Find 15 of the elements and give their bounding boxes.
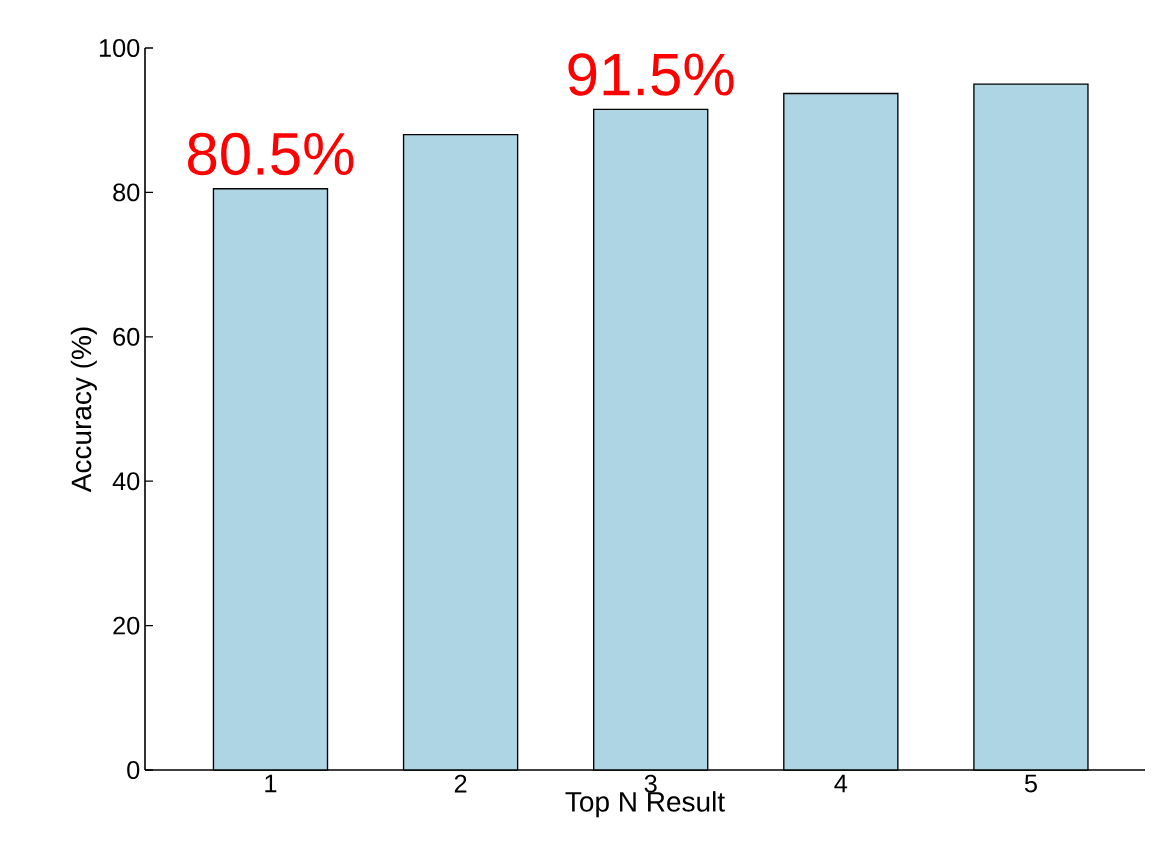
y-axis-title: Accuracy (%) — [70, 327, 97, 493]
x-tick-label: 4 — [834, 774, 848, 793]
x-tick-label: 5 — [1024, 774, 1037, 793]
x-tick-label: 1 — [265, 774, 277, 793]
y-tick-label: 0 — [127, 761, 140, 779]
data-label: 80.5% — [188, 132, 354, 176]
y-tick-label: 20 — [113, 616, 140, 635]
y-tick-label: 40 — [112, 472, 140, 491]
x-tick-label: 3 — [644, 774, 657, 793]
y-tick-label: 80 — [113, 183, 140, 202]
y-tick-label: 60 — [113, 327, 140, 346]
data-label: 91.5% — [568, 53, 734, 96]
y-tick-label: 100 — [99, 39, 140, 57]
x-tick-label: 2 — [454, 774, 467, 793]
x-axis-title: Top N Result — [565, 791, 725, 818]
